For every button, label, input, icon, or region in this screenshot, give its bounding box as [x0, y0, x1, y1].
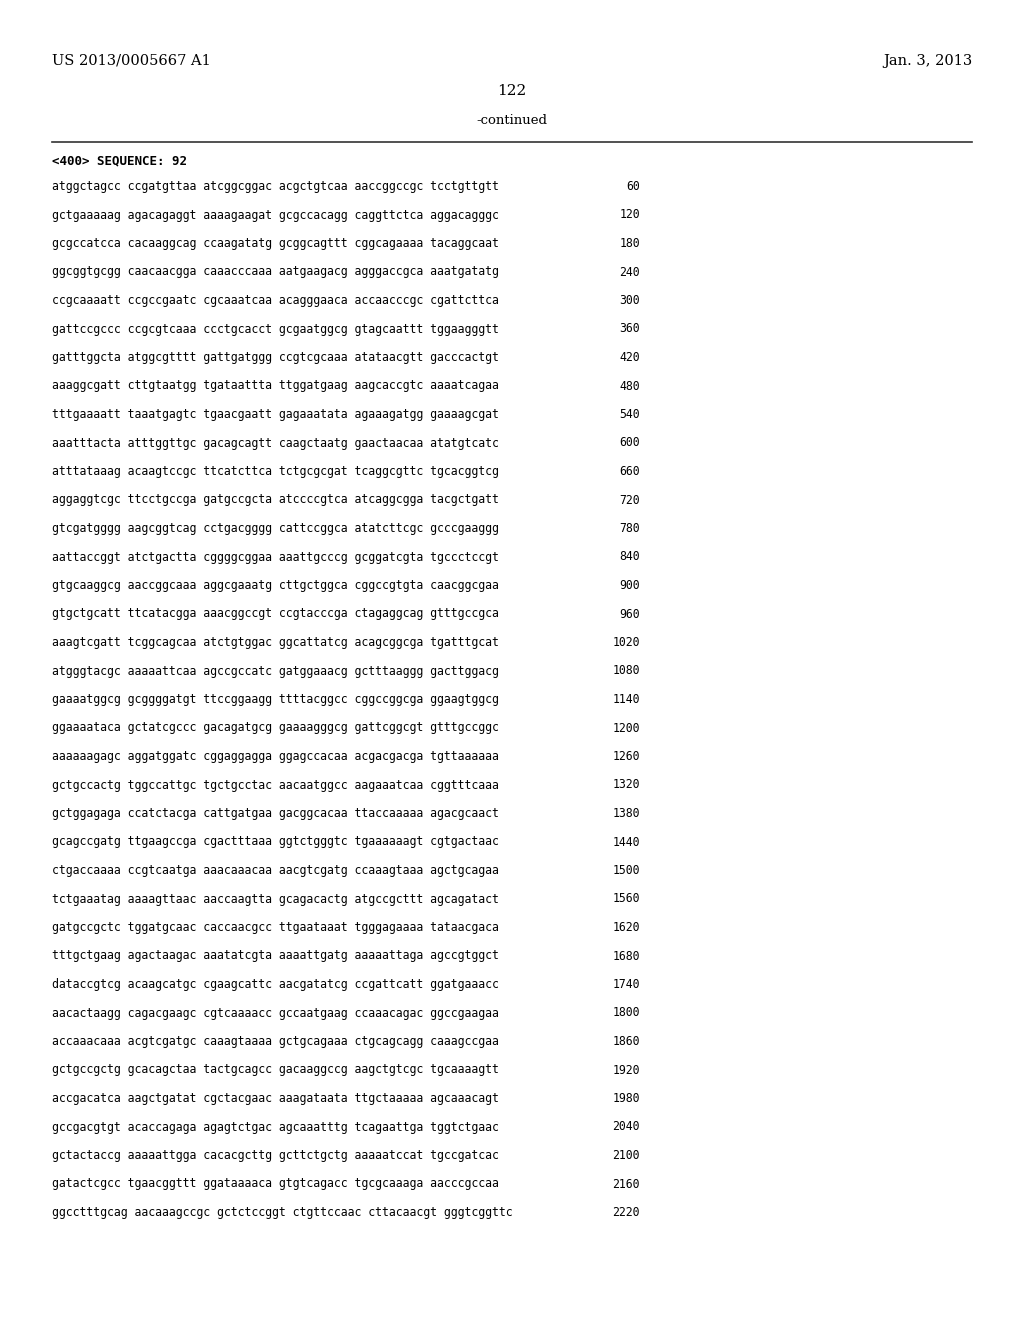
- Text: 1740: 1740: [612, 978, 640, 991]
- Text: 780: 780: [620, 521, 640, 535]
- Text: 840: 840: [620, 550, 640, 564]
- Text: 600: 600: [620, 437, 640, 450]
- Text: 300: 300: [620, 294, 640, 308]
- Text: 1440: 1440: [612, 836, 640, 849]
- Text: 1320: 1320: [612, 779, 640, 792]
- Text: 1980: 1980: [612, 1092, 640, 1105]
- Text: aggaggtcgc ttcctgccga gatgccgcta atccccgtca atcaggcgga tacgctgatt: aggaggtcgc ttcctgccga gatgccgcta atccccg…: [52, 494, 499, 507]
- Text: 2100: 2100: [612, 1148, 640, 1162]
- Text: 1920: 1920: [612, 1064, 640, 1077]
- Text: 1260: 1260: [612, 750, 640, 763]
- Text: gatgccgctc tggatgcaac caccaacgcc ttgaataaat tgggagaaaa tataacgaca: gatgccgctc tggatgcaac caccaacgcc ttgaata…: [52, 921, 499, 935]
- Text: ggaaaataca gctatcgccc gacagatgcg gaaaagggcg gattcggcgt gtttgccggc: ggaaaataca gctatcgccc gacagatgcg gaaaagg…: [52, 722, 499, 734]
- Text: 2220: 2220: [612, 1206, 640, 1218]
- Text: dataccgtcg acaagcatgc cgaagcattc aacgatatcg ccgattcatt ggatgaaacc: dataccgtcg acaagcatgc cgaagcattc aacgata…: [52, 978, 499, 991]
- Text: 1500: 1500: [612, 865, 640, 876]
- Text: tttgaaaatt taaatgagtc tgaacgaatt gagaaatata agaaagatgg gaaaagcgat: tttgaaaatt taaatgagtc tgaacgaatt gagaaat…: [52, 408, 499, 421]
- Text: 1620: 1620: [612, 921, 640, 935]
- Text: gattccgccc ccgcgtcaaa ccctgcacct gcgaatggcg gtagcaattt tggaagggtt: gattccgccc ccgcgtcaaa ccctgcacct gcgaatg…: [52, 322, 499, 335]
- Text: US 2013/0005667 A1: US 2013/0005667 A1: [52, 54, 211, 69]
- Text: 1800: 1800: [612, 1006, 640, 1019]
- Text: 122: 122: [498, 84, 526, 98]
- Text: 1680: 1680: [612, 949, 640, 962]
- Text: gcgccatcca cacaaggcag ccaagatatg gcggcagttt cggcagaaaa tacaggcaat: gcgccatcca cacaaggcag ccaagatatg gcggcag…: [52, 238, 499, 249]
- Text: atggctagcc ccgatgttaa atcggcggac acgctgtcaa aaccggccgc tcctgttgtt: atggctagcc ccgatgttaa atcggcggac acgctgt…: [52, 180, 499, 193]
- Text: 120: 120: [620, 209, 640, 222]
- Text: aaaggcgatt cttgtaatgg tgataattta ttggatgaag aagcaccgtc aaaatcagaa: aaaggcgatt cttgtaatgg tgataattta ttggatg…: [52, 380, 499, 392]
- Text: 360: 360: [620, 322, 640, 335]
- Text: 1020: 1020: [612, 636, 640, 649]
- Text: gatttggcta atggcgtttt gattgatggg ccgtcgcaaa atataacgtt gacccactgt: gatttggcta atggcgtttt gattgatggg ccgtcgc…: [52, 351, 499, 364]
- Text: atgggtacgc aaaaattcaa agccgccatc gatggaaacg gctttaaggg gacttggacg: atgggtacgc aaaaattcaa agccgccatc gatggaa…: [52, 664, 499, 677]
- Text: aattaccggt atctgactta cggggcggaa aaattgcccg gcggatcgta tgccctccgt: aattaccggt atctgactta cggggcggaa aaattgc…: [52, 550, 499, 564]
- Text: ggcctttgcag aacaaagccgc gctctccggt ctgttccaac cttacaacgt gggtcggttc: ggcctttgcag aacaaagccgc gctctccggt ctgtt…: [52, 1206, 513, 1218]
- Text: 660: 660: [620, 465, 640, 478]
- Text: 1080: 1080: [612, 664, 640, 677]
- Text: gtgcaaggcg aaccggcaaa aggcgaaatg cttgctggca cggccgtgta caacggcgaa: gtgcaaggcg aaccggcaaa aggcgaaatg cttgctg…: [52, 579, 499, 591]
- Text: -continued: -continued: [476, 114, 548, 127]
- Text: 1200: 1200: [612, 722, 640, 734]
- Text: gctgaaaaag agacagaggt aaaagaagat gcgccacagg caggttctca aggacagggc: gctgaaaaag agacagaggt aaaagaagat gcgccac…: [52, 209, 499, 222]
- Text: 720: 720: [620, 494, 640, 507]
- Text: ccgcaaaatt ccgccgaatc cgcaaatcaa acagggaaca accaacccgc cgattcttca: ccgcaaaatt ccgccgaatc cgcaaatcaa acaggga…: [52, 294, 499, 308]
- Text: 420: 420: [620, 351, 640, 364]
- Text: 480: 480: [620, 380, 640, 392]
- Text: 60: 60: [627, 180, 640, 193]
- Text: gctgccgctg gcacagctaa tactgcagcc gacaaggccg aagctgtcgc tgcaaaagtt: gctgccgctg gcacagctaa tactgcagcc gacaagg…: [52, 1064, 499, 1077]
- Text: 240: 240: [620, 265, 640, 279]
- Text: <400> SEQUENCE: 92: <400> SEQUENCE: 92: [52, 154, 187, 168]
- Text: 960: 960: [620, 607, 640, 620]
- Text: gtcgatgggg aagcggtcag cctgacgggg cattccggca atatcttcgc gcccgaaggg: gtcgatgggg aagcggtcag cctgacgggg cattccg…: [52, 521, 499, 535]
- Text: gcagccgatg ttgaagccga cgactttaaa ggtctgggtc tgaaaaaagt cgtgactaac: gcagccgatg ttgaagccga cgactttaaa ggtctgg…: [52, 836, 499, 849]
- Text: gctggagaga ccatctacga cattgatgaa gacggcacaa ttaccaaaaa agacgcaact: gctggagaga ccatctacga cattgatgaa gacggca…: [52, 807, 499, 820]
- Text: 180: 180: [620, 238, 640, 249]
- Text: gctgccactg tggccattgc tgctgcctac aacaatggcc aagaaatcaa cggtttcaaa: gctgccactg tggccattgc tgctgcctac aacaatg…: [52, 779, 499, 792]
- Text: accaaacaaa acgtcgatgc caaagtaaaa gctgcagaaa ctgcagcagg caaagccgaa: accaaacaaa acgtcgatgc caaagtaaaa gctgcag…: [52, 1035, 499, 1048]
- Text: gctactaccg aaaaattgga cacacgcttg gcttctgctg aaaaatccat tgccgatcac: gctactaccg aaaaattgga cacacgcttg gcttctg…: [52, 1148, 499, 1162]
- Text: 2040: 2040: [612, 1121, 640, 1134]
- Text: tttgctgaag agactaagac aaatatcgta aaaattgatg aaaaattaga agccgtggct: tttgctgaag agactaagac aaatatcgta aaaattg…: [52, 949, 499, 962]
- Text: gtgctgcatt ttcatacgga aaacggccgt ccgtacccga ctagaggcag gtttgccgca: gtgctgcatt ttcatacgga aaacggccgt ccgtacc…: [52, 607, 499, 620]
- Text: ggcggtgcgg caacaacgga caaacccaaa aatgaagacg agggaccgca aaatgatatg: ggcggtgcgg caacaacgga caaacccaaa aatgaag…: [52, 265, 499, 279]
- Text: tctgaaatag aaaagttaac aaccaagtta gcagacactg atgccgcttt agcagatact: tctgaaatag aaaagttaac aaccaagtta gcagaca…: [52, 892, 499, 906]
- Text: 1380: 1380: [612, 807, 640, 820]
- Text: aaagtcgatt tcggcagcaa atctgtggac ggcattatcg acagcggcga tgatttgcat: aaagtcgatt tcggcagcaa atctgtggac ggcatta…: [52, 636, 499, 649]
- Text: aaaaaagagc aggatggatc cggaggagga ggagccacaa acgacgacga tgttaaaaaa: aaaaaagagc aggatggatc cggaggagga ggagcca…: [52, 750, 499, 763]
- Text: gatactcgcc tgaacggttt ggataaaaca gtgtcagacc tgcgcaaaga aacccgccaa: gatactcgcc tgaacggttt ggataaaaca gtgtcag…: [52, 1177, 499, 1191]
- Text: 1140: 1140: [612, 693, 640, 706]
- Text: Jan. 3, 2013: Jan. 3, 2013: [883, 54, 972, 69]
- Text: 900: 900: [620, 579, 640, 591]
- Text: atttataaag acaagtccgc ttcatcttca tctgcgcgat tcaggcgttc tgcacggtcg: atttataaag acaagtccgc ttcatcttca tctgcgc…: [52, 465, 499, 478]
- Text: 540: 540: [620, 408, 640, 421]
- Text: gccgacgtgt acaccagaga agagtctgac agcaaatttg tcagaattga tggtctgaac: gccgacgtgt acaccagaga agagtctgac agcaaat…: [52, 1121, 499, 1134]
- Text: 1860: 1860: [612, 1035, 640, 1048]
- Text: gaaaatggcg gcggggatgt ttccggaagg ttttacggcc cggccggcga ggaagtggcg: gaaaatggcg gcggggatgt ttccggaagg ttttacg…: [52, 693, 499, 706]
- Text: 1560: 1560: [612, 892, 640, 906]
- Text: 2160: 2160: [612, 1177, 640, 1191]
- Text: aacactaagg cagacgaagc cgtcaaaacc gccaatgaag ccaaacagac ggccgaagaa: aacactaagg cagacgaagc cgtcaaaacc gccaatg…: [52, 1006, 499, 1019]
- Text: accgacatca aagctgatat cgctacgaac aaagataata ttgctaaaaa agcaaacagt: accgacatca aagctgatat cgctacgaac aaagata…: [52, 1092, 499, 1105]
- Text: ctgaccaaaa ccgtcaatga aaacaaacaa aacgtcgatg ccaaagtaaa agctgcagaa: ctgaccaaaa ccgtcaatga aaacaaacaa aacgtcg…: [52, 865, 499, 876]
- Text: aaatttacta atttggttgc gacagcagtt caagctaatg gaactaacaa atatgtcatc: aaatttacta atttggttgc gacagcagtt caagcta…: [52, 437, 499, 450]
